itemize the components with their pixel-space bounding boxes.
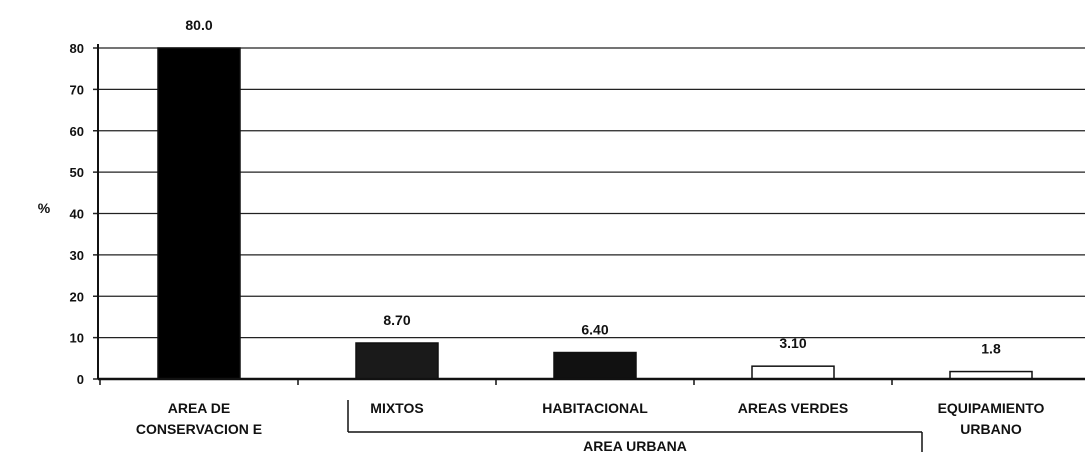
- data-label-0: 80.0: [185, 17, 212, 33]
- y-tick-label-80: 80: [70, 41, 84, 56]
- y-axis-unit-label: %: [38, 200, 51, 216]
- grid-lines: [98, 47, 1085, 339]
- category-label-4-1: URBANO: [960, 421, 1022, 437]
- labels: 0 10 20 30 40 50 60 70 80 80.0 AREA DE CONSERVACION…: [70, 17, 1045, 454]
- y-tick-label-30: 30: [70, 248, 84, 263]
- data-label-4: 1.8: [981, 341, 1001, 357]
- category-label-0-0: AREA DE: [168, 400, 231, 416]
- data-label-1: 8.70: [383, 312, 410, 328]
- category-label-0-1: CONSERVACION E: [136, 421, 262, 437]
- bar-0: [157, 47, 241, 380]
- y-tick-label-0: 0: [77, 372, 84, 387]
- group-label: AREA URBANA: [583, 438, 687, 454]
- bar-2: [553, 351, 637, 380]
- category-label-1-0: MIXTOS: [370, 400, 423, 416]
- y-tick-label-40: 40: [70, 207, 84, 222]
- category-label-3-0: AREAS VERDES: [738, 400, 848, 416]
- data-label-2: 6.40: [581, 322, 608, 338]
- y-tick-label-50: 50: [70, 165, 84, 180]
- y-tick-label-20: 20: [70, 289, 84, 304]
- category-label-4-0: EQUIPAMIENTO: [938, 400, 1045, 416]
- bar-1: [355, 342, 439, 380]
- y-tick-label-70: 70: [70, 82, 84, 97]
- data-label-3: 3.10: [779, 335, 806, 351]
- y-tick-label-10: 10: [70, 331, 84, 346]
- bar-3: [751, 365, 835, 380]
- category-label-2-0: HABITACIONAL: [542, 400, 648, 416]
- y-tick-label-60: 60: [70, 124, 84, 139]
- bars: [157, 47, 1033, 380]
- axes: [93, 44, 1085, 452]
